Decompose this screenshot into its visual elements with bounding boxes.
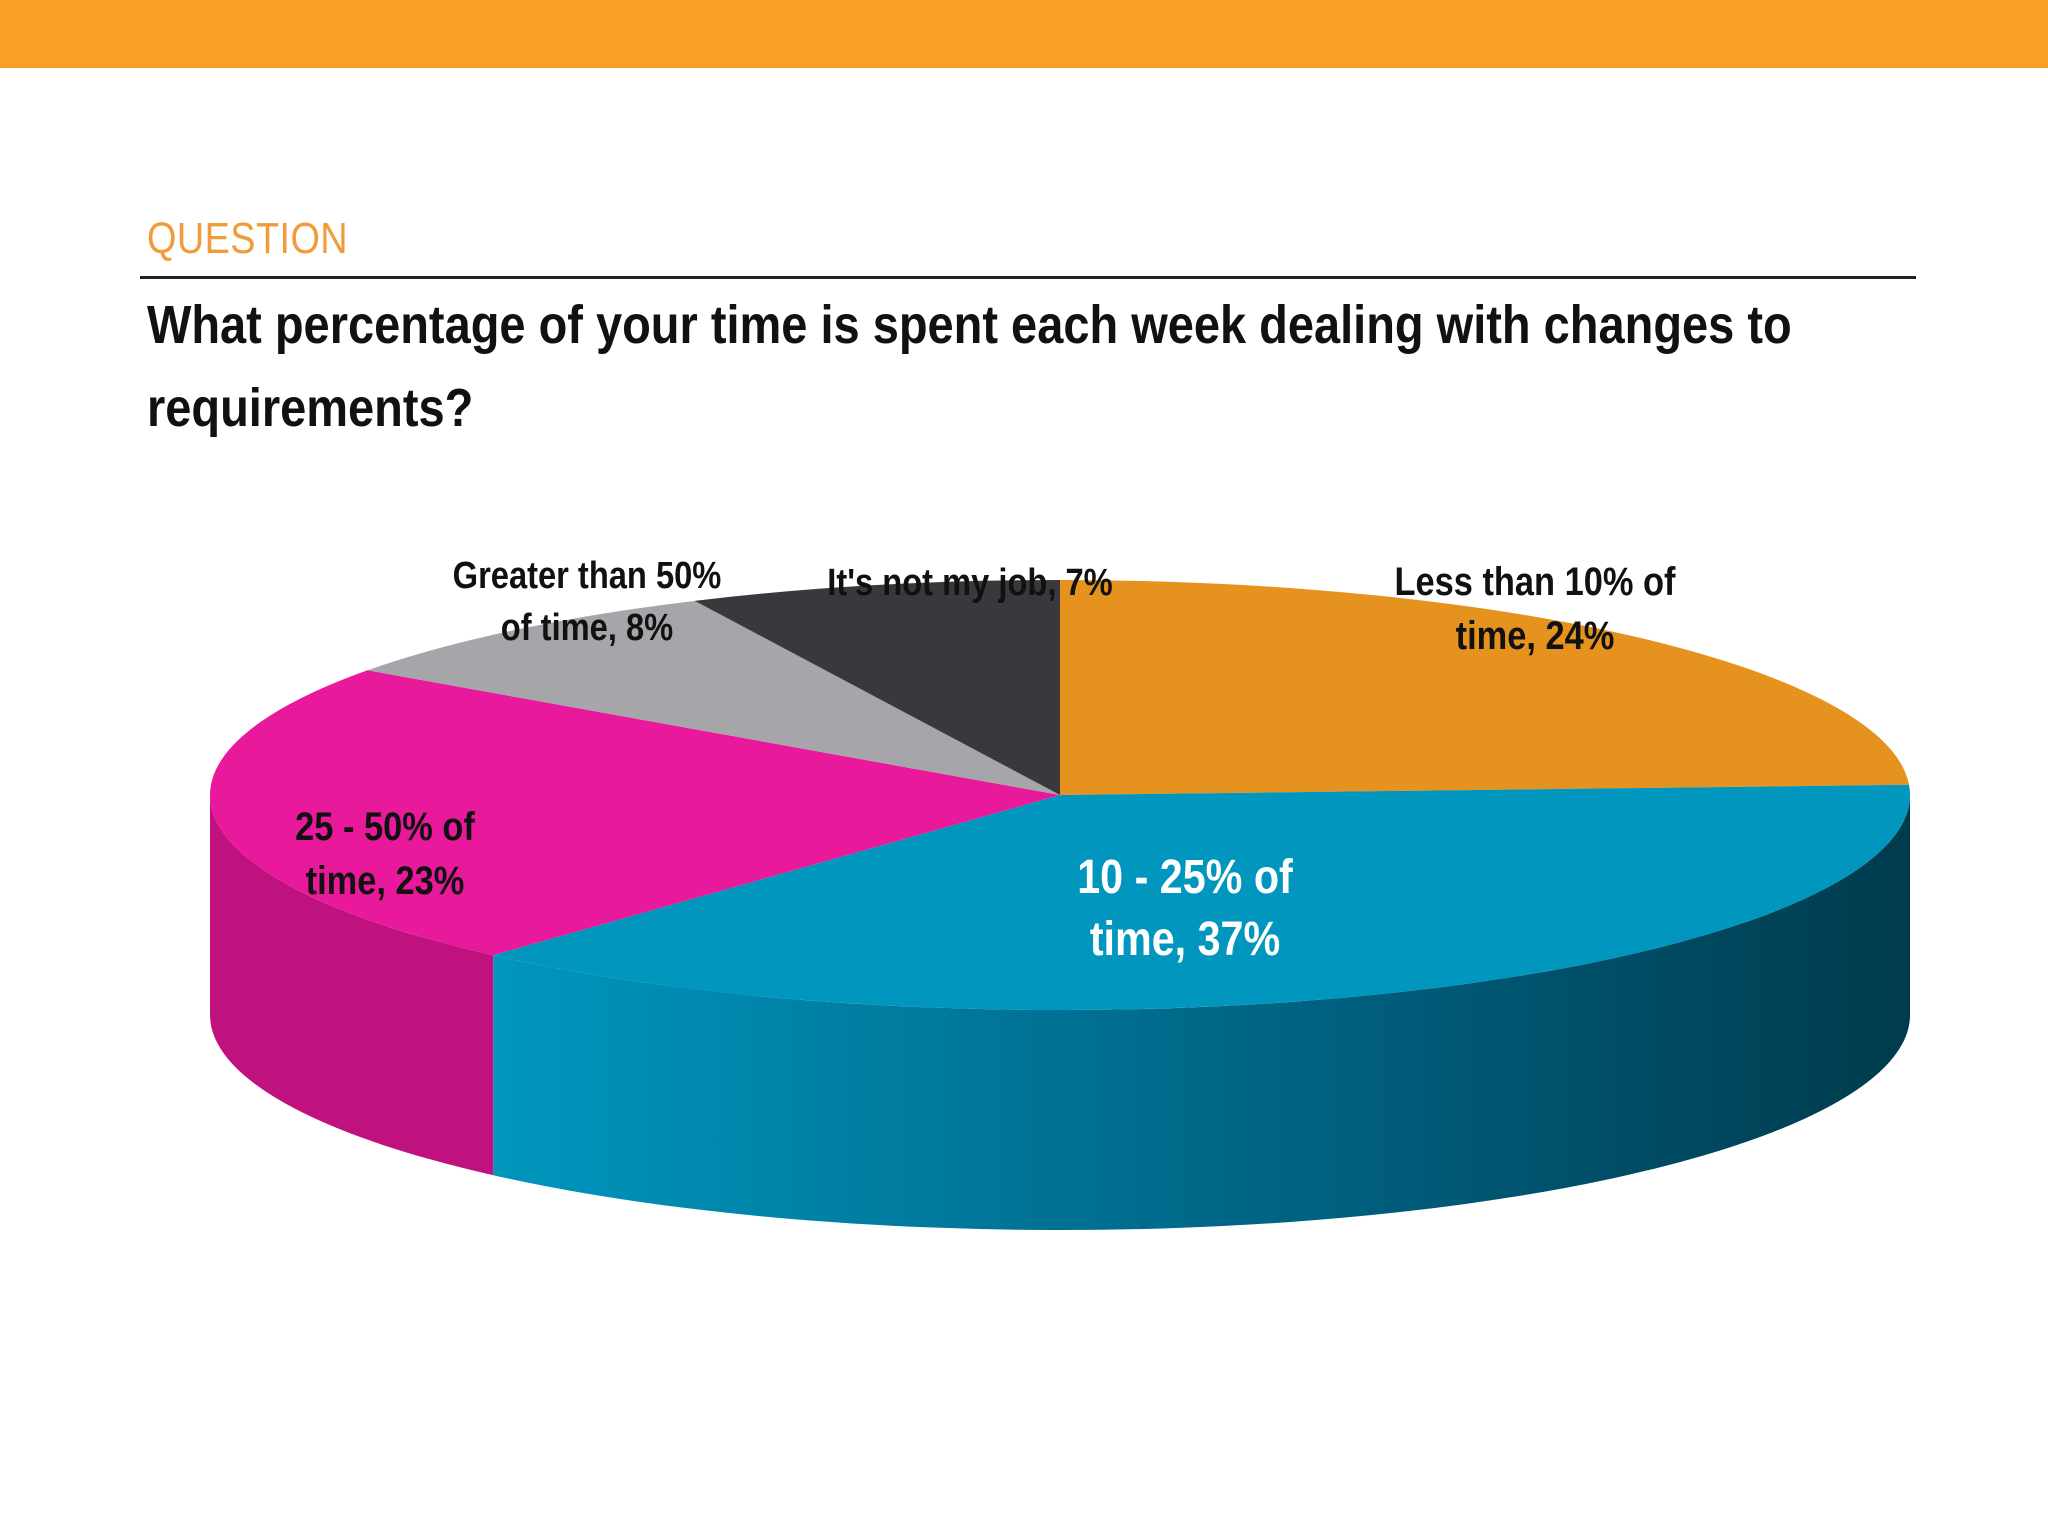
pie-label-3: 25 - 50% of time, 23% <box>295 804 475 903</box>
pie-label-line: Less than 10% of <box>1395 559 1676 604</box>
pie-label-line: time, 24% <box>1456 613 1615 658</box>
pie-labels: Less than 10% of time, 24% 10 - 25% of time… <box>295 554 1676 966</box>
pie-slice-2 <box>493 784 1911 1010</box>
pie-slice-1 <box>1060 580 1910 795</box>
top-accent-bar <box>0 0 2048 68</box>
pie-slice-4 <box>367 600 1060 795</box>
pie-slice-3 <box>210 670 1060 956</box>
pie-label-4: Greater than 50% of time, 8% <box>453 554 722 649</box>
pie-label-line: 25 - 50% of <box>295 804 475 849</box>
pie-side-3 <box>210 795 494 1176</box>
pie-label-line: time, 23% <box>306 858 465 903</box>
pie-label-2: 10 - 25% of time, 37% <box>1077 850 1293 966</box>
pie-label-line: Greater than 50% <box>453 554 722 597</box>
pie-side-2 <box>493 795 1910 1230</box>
pie-label-1: Less than 10% of time, 24% <box>1395 559 1676 658</box>
pie-slice-5 <box>694 580 1060 795</box>
pie-label-line: time, 37% <box>1090 912 1280 966</box>
pie-label-line: of time, 8% <box>501 606 673 649</box>
pie-slices <box>210 580 1911 1010</box>
pie-label-5: It's not my job, 7% <box>827 561 1112 604</box>
title-divider <box>140 276 1916 279</box>
pie-label-line: It's not my job, 7% <box>827 561 1112 604</box>
section-label: QUESTION <box>147 214 349 263</box>
question-title: What percentage of your time is spent ea… <box>147 295 1792 438</box>
pie-sides <box>210 795 1910 1230</box>
pie-label-line: 10 - 25% of <box>1077 850 1293 904</box>
